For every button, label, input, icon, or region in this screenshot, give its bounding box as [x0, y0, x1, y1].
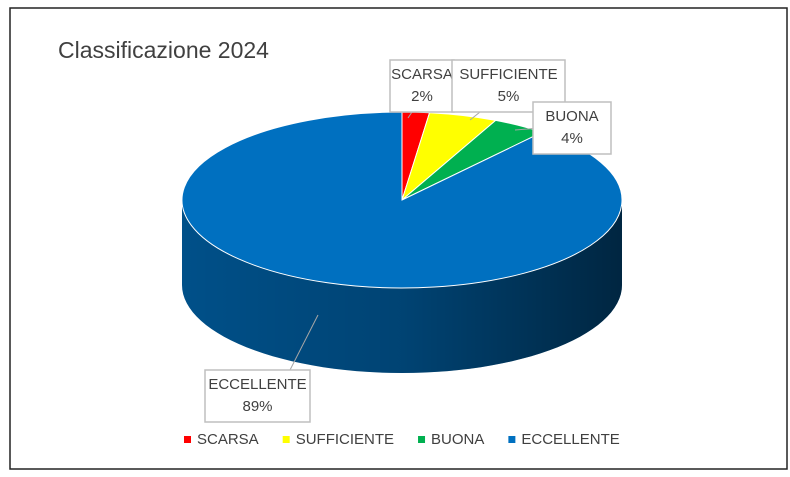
label-value: 2% — [411, 88, 433, 105]
legend: SCARSA SUFFICIENTE BUONA ECCELLENTE — [184, 431, 620, 448]
leader-line — [407, 111, 413, 119]
leader-line — [469, 111, 481, 121]
slice — [181, 111, 623, 289]
side-shade — [182, 200, 622, 373]
legend-swatch — [508, 436, 516, 443]
pie — [181, 111, 623, 373]
legend-swatch — [282, 436, 290, 443]
label-category: ECCELLENTE — [208, 376, 306, 393]
label-category: SUFFICIENTE — [459, 66, 557, 83]
label-box — [532, 101, 612, 155]
label-box — [389, 59, 455, 113]
leader-line — [289, 314, 319, 371]
label-value: 89% — [242, 398, 272, 415]
legend-label: BUONA — [431, 431, 484, 448]
label-category: BUONA — [545, 108, 598, 125]
legend-label: ECCELLENTE — [521, 431, 619, 448]
label-category: SCARSA — [391, 66, 453, 83]
label-value: 5% — [498, 88, 520, 105]
legend-label: SCARSA — [197, 431, 259, 448]
label-value: 4% — [561, 130, 583, 147]
legend-swatch — [184, 436, 191, 443]
chart-title: Classificazione 2024 — [58, 37, 269, 63]
legend-label: SUFFICIENTE — [296, 431, 394, 448]
data-labels: SCARSA 2% SUFFICIENTE 5% BUONA 4% ECCELLENTE 89… — [204, 59, 612, 423]
label-box — [204, 369, 311, 423]
legend-swatch — [418, 436, 426, 443]
